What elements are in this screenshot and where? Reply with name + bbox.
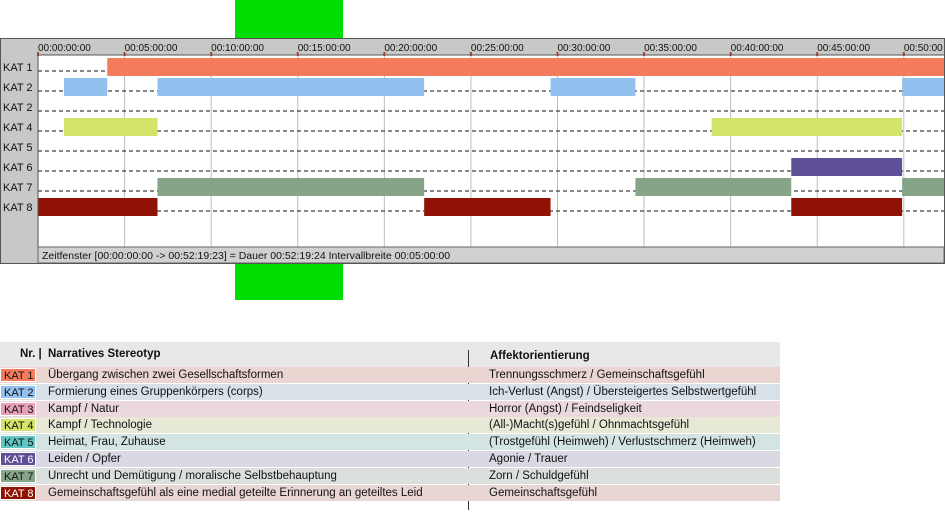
- legend-header: Nr. | Narratives Stereotyp Affektorienti…: [0, 342, 780, 370]
- highlight-block-top: [235, 0, 343, 38]
- footer-bar: [37, 246, 944, 263]
- tick-label: 00:35:00:00: [644, 43, 697, 54]
- timeline-bar: [107, 58, 906, 76]
- legend-row: KAT 1 Übergang zwischen zwei Gesellschaft…: [0, 367, 780, 383]
- tick-label: 00:45:00:00: [817, 43, 870, 54]
- timeline-bar: [791, 198, 903, 216]
- tick-label: 00:00:00:00: [38, 43, 91, 54]
- legend-row: KAT 7 Unrecht und Demütigung / moralische…: [0, 467, 780, 484]
- timeline-bar: [902, 178, 944, 196]
- tick-label: 00:20:00:00: [384, 43, 437, 54]
- row-label: KAT 8: [3, 202, 33, 214]
- legend-affekt: Horror (Angst) / Feindseligkeit: [489, 402, 642, 415]
- timeline-panel: 00:00:00:00 00:05:00:00 00:10:00:00 00:15:0…: [0, 38, 945, 264]
- timeline-bar: [550, 78, 636, 96]
- timeline-bar: [157, 78, 425, 96]
- legend-affekt: (All-)Macht(s)gefühl / Ohnmachtsgefühl: [489, 419, 690, 432]
- tick-label: 00:30:00:00: [557, 43, 610, 54]
- timeline-bar: [902, 58, 944, 76]
- timeline-bar: [38, 198, 158, 216]
- legend-affekt: Gemeinschaftsgefühl: [489, 486, 598, 499]
- timeline-bar: [63, 118, 158, 136]
- row-label: KAT 4: [3, 122, 33, 134]
- legend-kat-badge: KAT 4: [0, 418, 36, 433]
- legend-row: KAT 4 Kampf / Technologie (All-)Macht(s)ge…: [0, 417, 780, 434]
- legend-affekt: Agonie / Trauer: [489, 453, 568, 465]
- row-label: KAT 2: [3, 102, 33, 114]
- row-label: KAT 1: [3, 62, 33, 74]
- timeline-bar: [63, 78, 108, 96]
- legend-col-affekt: Affektorientierung: [490, 350, 590, 362]
- legend-kat-badge: KAT 5: [0, 435, 36, 450]
- legend-affekt: (Trostgefühl (Heimweh) / Verlustschmerz …: [489, 436, 756, 449]
- legend-stereotyp: Übergang zwischen zwei Gesellschaftsform…: [48, 369, 284, 381]
- timeline-bar: [902, 78, 944, 96]
- legend-row: KAT 8 Gemeinschaftsgefühl als eine medial…: [0, 484, 780, 501]
- tick-label: 00:05:00:00: [125, 43, 178, 54]
- legend-stereotyp: Leiden / Opfer: [48, 453, 121, 465]
- legend-kat-badge: KAT 3: [0, 401, 36, 416]
- tick-label: 00:10:00:00: [211, 43, 264, 54]
- footer-text: Zeitfenster [00:00:00:00 -> 00:52:19:23]…: [42, 250, 450, 262]
- legend-row: KAT 2 Formierung eines Gruppenkörpers (co…: [0, 383, 780, 400]
- highlight-block-bottom: [235, 264, 343, 300]
- legend-stereotyp: Unrecht und Demütigung / moralische Selb…: [48, 469, 337, 482]
- timeline-bar: [635, 178, 792, 196]
- row-label: KAT 2: [3, 82, 33, 94]
- legend-affekt: Zorn / Schuldgefühl: [489, 469, 589, 482]
- legend-stereotyp: Formierung eines Gruppenkörpers (corps): [48, 385, 263, 398]
- legend-stereotyp: Gemeinschaftsgefühl als eine medial gete…: [48, 486, 423, 499]
- legend-kat-badge: KAT 2: [0, 384, 36, 399]
- legend-kat-badge: KAT 8: [0, 485, 36, 500]
- legend-row: KAT 3 Kampf / Natur Horror (Angst) / Feind…: [0, 400, 780, 417]
- timeline-bar: [157, 178, 425, 196]
- legend-affekt: Trennungsschmerz / Gemeinschaftsgefühl: [489, 369, 705, 381]
- legend-row: KAT 5 Heimat, Frau, Zuhause (Trostgefühl (…: [0, 434, 780, 451]
- legend-row: KAT 6 Leiden / Opfer Agonie / Trauer: [0, 451, 780, 467]
- legend-col-nr: Nr. |: [20, 348, 42, 360]
- legend-col-stereotyp: Narratives Stereotyp: [48, 348, 161, 360]
- tick-label: 00:40:00:00: [731, 43, 784, 54]
- timeline-bar: [791, 158, 903, 176]
- row-label: KAT 5: [3, 142, 33, 154]
- legend-stereotyp: Kampf / Technologie: [48, 419, 152, 432]
- legend-kat-badge: KAT 6: [0, 452, 36, 466]
- legend-stereotyp: Heimat, Frau, Zuhause: [48, 436, 166, 449]
- row-label: KAT 7: [3, 182, 33, 194]
- legend-stereotyp: Kampf / Natur: [48, 402, 119, 415]
- legend-affekt: Ich-Verlust (Angst) / Übersteigertes Sel…: [489, 385, 757, 398]
- timeline-bar: [424, 198, 551, 216]
- tick-label: 00:25:00:00: [471, 43, 524, 54]
- timeline-chart: 00:00:00:00 00:05:00:00 00:10:00:00 00:15:0…: [3, 43, 944, 263]
- legend-kat-badge: KAT 1: [0, 368, 36, 382]
- row-label: KAT 6: [3, 162, 33, 174]
- tick-label: 00:15:00:00: [298, 43, 351, 54]
- tick-label: 00:50:00: [904, 43, 943, 54]
- legend-kat-badge: KAT 7: [0, 468, 36, 483]
- timeline-bar: [711, 118, 903, 136]
